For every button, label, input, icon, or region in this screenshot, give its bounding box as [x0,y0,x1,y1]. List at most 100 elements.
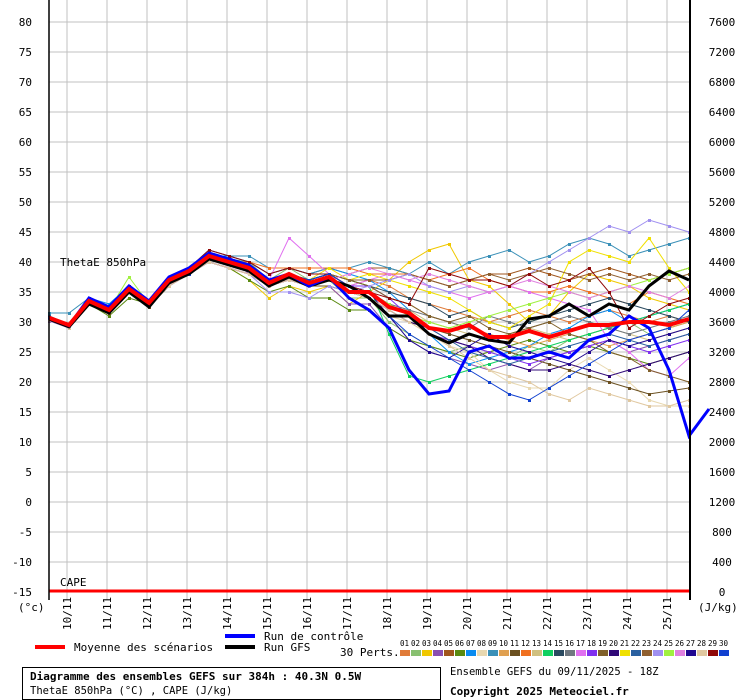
member-point [668,405,671,408]
member-point [368,279,371,282]
member-point [448,333,451,336]
member-line-08 [48,261,689,407]
member-point [388,267,391,270]
member-point [588,249,591,252]
member-point [648,351,651,354]
member-point [648,405,651,408]
member-point [508,393,511,396]
right-tick-label: 0 [719,586,726,599]
member-point [588,351,591,354]
member-point [408,285,411,288]
thetae-label: ThetaE 850hPa [60,256,146,269]
member-point [568,369,571,372]
member-point [608,309,611,312]
member-point [468,357,471,360]
member-point [368,261,371,264]
member-point [548,345,551,348]
x-axis-ticks: 10/11 11/11 12/11 13/11 14/11 15/11 16/11 17/11… [61,597,674,630]
member-point [308,291,311,294]
member-point [468,321,471,324]
member-point [408,339,411,342]
member-legend-number: 22 [631,639,640,648]
member-point [648,297,651,300]
member-point [228,267,231,270]
grid [49,0,690,600]
member-point [648,219,651,222]
member-legend-swatch [719,650,729,656]
member-point [168,285,171,288]
member-point [668,303,671,306]
member-point [448,279,451,282]
member-legend-swatch [609,650,619,656]
member-legend-number: 19 [598,639,607,648]
member-point [608,327,611,330]
member-point [648,339,651,342]
member-point [528,279,531,282]
member-point [328,267,331,270]
member-point [388,321,391,324]
member-point [408,309,411,312]
right-tick-label: 4800 [709,226,736,239]
right-tick-label: 800 [712,526,732,539]
member-point [268,267,271,270]
left-tick-label: 15 [19,406,32,419]
member-point [568,327,571,330]
member-point [648,291,651,294]
member-point [408,333,411,336]
member-point [628,333,631,336]
member-point [328,297,331,300]
x-tick-label: 14/11 [221,597,234,630]
member-point [448,315,451,318]
right-tick-label: 6000 [709,136,736,149]
member-point [528,291,531,294]
member-point [448,321,451,324]
member-point [388,291,391,294]
member-point [428,381,431,384]
member-point [428,273,431,276]
member-point [548,303,551,306]
member-point [548,321,551,324]
member-point [648,363,651,366]
member-legend-swatch [686,650,696,656]
member-point [388,273,391,276]
member-point [288,285,291,288]
member-point [528,387,531,390]
member-legend-number: 24 [653,639,663,648]
member-point [668,225,671,228]
member-legend-swatch [422,650,432,656]
member-point [508,303,511,306]
member-point [408,297,411,300]
member-point [488,327,491,330]
left-tick-label: 20 [19,376,32,389]
member-legend-swatch [477,650,487,656]
member-point [568,321,571,324]
member-point [368,285,371,288]
member-point [668,339,671,342]
member-point [568,309,571,312]
member-point [668,390,671,393]
member-point [628,261,631,264]
member-point [628,357,631,360]
left-tick-label: 30 [19,316,32,329]
right-tick-label: 2800 [709,376,736,389]
member-point [508,273,511,276]
member-point [488,357,491,360]
member-point [648,345,651,348]
member-point [568,273,571,276]
member-point [508,381,511,384]
member-point [648,237,651,240]
member-point [528,273,531,276]
right-tick-label: 4400 [709,256,736,269]
member-point [428,321,431,324]
member-legend-swatch [576,650,586,656]
member-point [268,297,271,300]
member-point [668,327,671,330]
x-tick-label: 22/11 [541,597,554,630]
member-point [528,309,531,312]
member-point [588,291,591,294]
member-line-28 [48,261,690,407]
member-legend-number: 29 [708,639,717,648]
member-legend-number: 23 [642,639,651,648]
member-point [448,309,451,312]
member-legend-number: 10 [499,639,509,648]
